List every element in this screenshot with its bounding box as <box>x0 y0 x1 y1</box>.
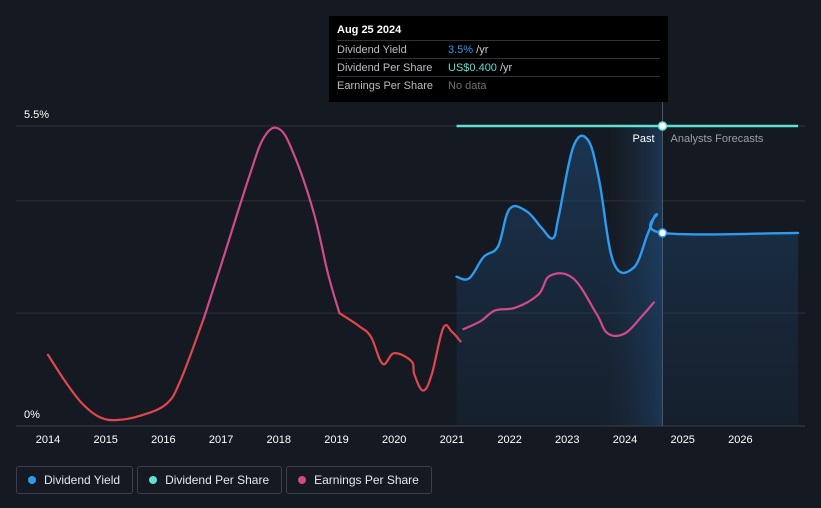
legend-label: Dividend Yield <box>44 473 121 487</box>
earnings-history-red-line <box>46 317 205 422</box>
tooltip-label: Dividend Per Share <box>337 61 433 74</box>
x-tick-label: 2020 <box>382 434 406 446</box>
tooltip-value: 3.5% <box>448 43 474 56</box>
legend-label: Earnings Per Share <box>314 473 419 487</box>
x-tick-label: 2016 <box>151 434 175 446</box>
dividend-yield-area <box>456 135 799 426</box>
tooltip-value: US$0.400 <box>448 61 497 74</box>
forecast-label: Analysts Forecasts <box>671 133 764 145</box>
tooltip-label: Earnings Per Share <box>337 79 433 92</box>
tooltip-value: No data <box>448 79 487 92</box>
tooltip-date: Aug 25 2024 <box>337 24 402 36</box>
x-tick-label: 2023 <box>555 434 579 446</box>
x-tick-label: 2024 <box>613 434 637 446</box>
x-tick-label: 2022 <box>497 434 521 446</box>
x-tick-label: 2019 <box>324 434 348 446</box>
x-tick-label: 2017 <box>209 434 233 446</box>
earnings-per-share-line <box>462 272 655 338</box>
chart-tooltip: Aug 25 2024 Dividend Yield 3.5% /yr Divi… <box>329 16 668 102</box>
legend-item-dividend-yield[interactable]: Dividend Yield <box>16 466 134 494</box>
legend-dot-icon <box>149 476 158 484</box>
tooltip-label: Dividend Yield <box>337 43 407 56</box>
tooltip-unit: /yr <box>473 43 489 56</box>
earnings-history-red-tail-line <box>338 312 462 392</box>
dividend-yield-marker <box>657 228 668 238</box>
x-tick-label: 2025 <box>670 434 694 446</box>
legend-item-earnings-per-share[interactable]: Earnings Per Share <box>286 466 432 494</box>
legend-dot-icon <box>28 476 36 484</box>
tooltip-row-dividend-yield: Dividend Yield 3.5% /yr <box>337 40 660 58</box>
y-axis-label-bottom: 0% <box>24 409 40 421</box>
earnings-history-pink-line <box>202 126 341 320</box>
past-label: Past <box>632 133 654 145</box>
legend-dot-icon <box>298 476 307 484</box>
x-tick-label: 2026 <box>728 434 752 446</box>
x-tick-label: 2015 <box>93 434 117 446</box>
legend-label: Dividend Per Share <box>165 473 270 487</box>
tooltip-unit: /yr <box>496 61 513 74</box>
tooltip-row-dividend-per-share: Dividend Per Share US$0.400 /yr <box>337 58 660 76</box>
tooltip-row-earnings-per-share: Earnings Per Share No data <box>337 76 660 94</box>
legend: Dividend Yield Dividend Per Share Earnin… <box>16 466 432 494</box>
legend-item-dividend-per-share[interactable]: Dividend Per Share <box>137 466 283 494</box>
dividend-per-share-marker <box>657 121 668 131</box>
y-axis-label-top: 5.5% <box>24 109 49 121</box>
x-tick-label: 2021 <box>440 434 464 446</box>
x-tick-label: 2018 <box>267 434 291 446</box>
dividend-yield-line <box>455 134 800 281</box>
x-tick-label: 2014 <box>36 434 60 446</box>
